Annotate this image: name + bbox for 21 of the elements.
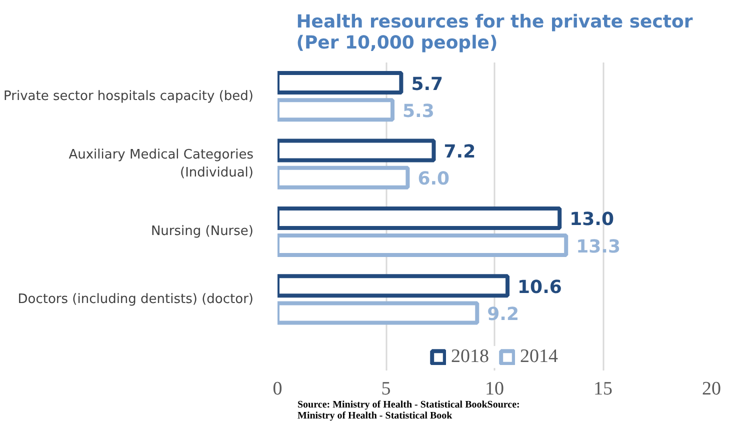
y-tick-label: Nursing (Nurse) (150, 224, 254, 240)
chart-title: Health resources for the private sector (Per 10,000 people) (296, 12, 693, 54)
data-label: 5.3 (402, 100, 434, 122)
data-label: 6.0 (418, 168, 450, 190)
x-tick-label: 10 (485, 378, 504, 400)
legend-label: 2014 (520, 346, 558, 368)
y-tick-label: Doctors (including dentists) (doctor) (18, 292, 254, 307)
x-tick-label: 5 (381, 378, 391, 400)
source-note: Source: Ministry of Health - Statistical BookSource: Ministry of Health - Statistical Book (298, 400, 520, 421)
x-tick-label: 20 (702, 378, 721, 400)
data-label: 10.6 (518, 276, 562, 298)
data-label: 13.0 (570, 209, 614, 230)
data-label: 13.3 (576, 236, 621, 258)
x-tick-label: 15 (594, 378, 612, 400)
y-tick-label: Auxiliary Medical Categories (Individual) (68, 148, 254, 181)
y-tick-label: Private sector hospitals capacity (bed) (4, 88, 254, 104)
data-label: 9.2 (487, 304, 520, 325)
data-label: 5.7 (411, 74, 444, 95)
x-tick-label: 0 (272, 378, 282, 400)
data-label: 7.2 (444, 142, 476, 162)
legend-label: 2018 (451, 346, 489, 368)
